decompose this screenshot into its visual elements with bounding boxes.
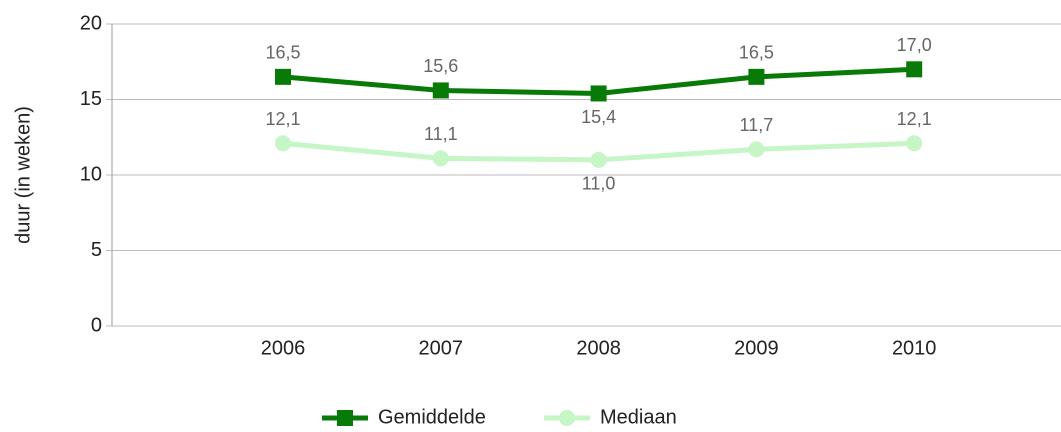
data-label: 12,1	[897, 109, 932, 129]
data-label: 16,5	[739, 43, 774, 63]
data-label: 11,1	[424, 124, 458, 144]
x-tick-label: 2006	[261, 337, 306, 359]
legend-marker	[337, 410, 353, 426]
data-point	[590, 85, 607, 102]
x-tick-label: 2010	[892, 337, 937, 359]
y-tick-label: 15	[80, 88, 102, 110]
data-label: 15,4	[581, 107, 616, 127]
x-tick-label: 2007	[419, 337, 464, 359]
data-point	[748, 68, 765, 85]
data-point	[906, 135, 923, 152]
x-tick-label: 2008	[576, 337, 621, 359]
data-label: 11,0	[582, 174, 616, 194]
legend-label: Gemiddelde	[378, 406, 486, 428]
legend-label: Mediaan	[600, 406, 677, 428]
y-tick-label: 5	[91, 239, 102, 261]
data-label: 11,7	[740, 115, 774, 135]
data-point	[748, 141, 765, 158]
y-tick-label: 20	[80, 12, 102, 34]
data-point	[275, 135, 291, 152]
data-point	[906, 61, 923, 78]
y-tick-label: 10	[80, 163, 102, 185]
legend-marker	[559, 410, 575, 426]
y-tick-label: 0	[91, 314, 102, 336]
y-axis-label: duur (in weken)	[12, 106, 34, 244]
x-tick-label: 2009	[734, 337, 779, 359]
data-label: 16,5	[265, 43, 300, 63]
data-label: 15,6	[423, 56, 458, 76]
data-point	[275, 68, 291, 85]
data-point	[432, 150, 449, 167]
data-label: 17,0	[897, 35, 932, 55]
data-label: 12,1	[265, 109, 300, 129]
data-point	[590, 151, 607, 168]
data-point	[432, 82, 449, 99]
